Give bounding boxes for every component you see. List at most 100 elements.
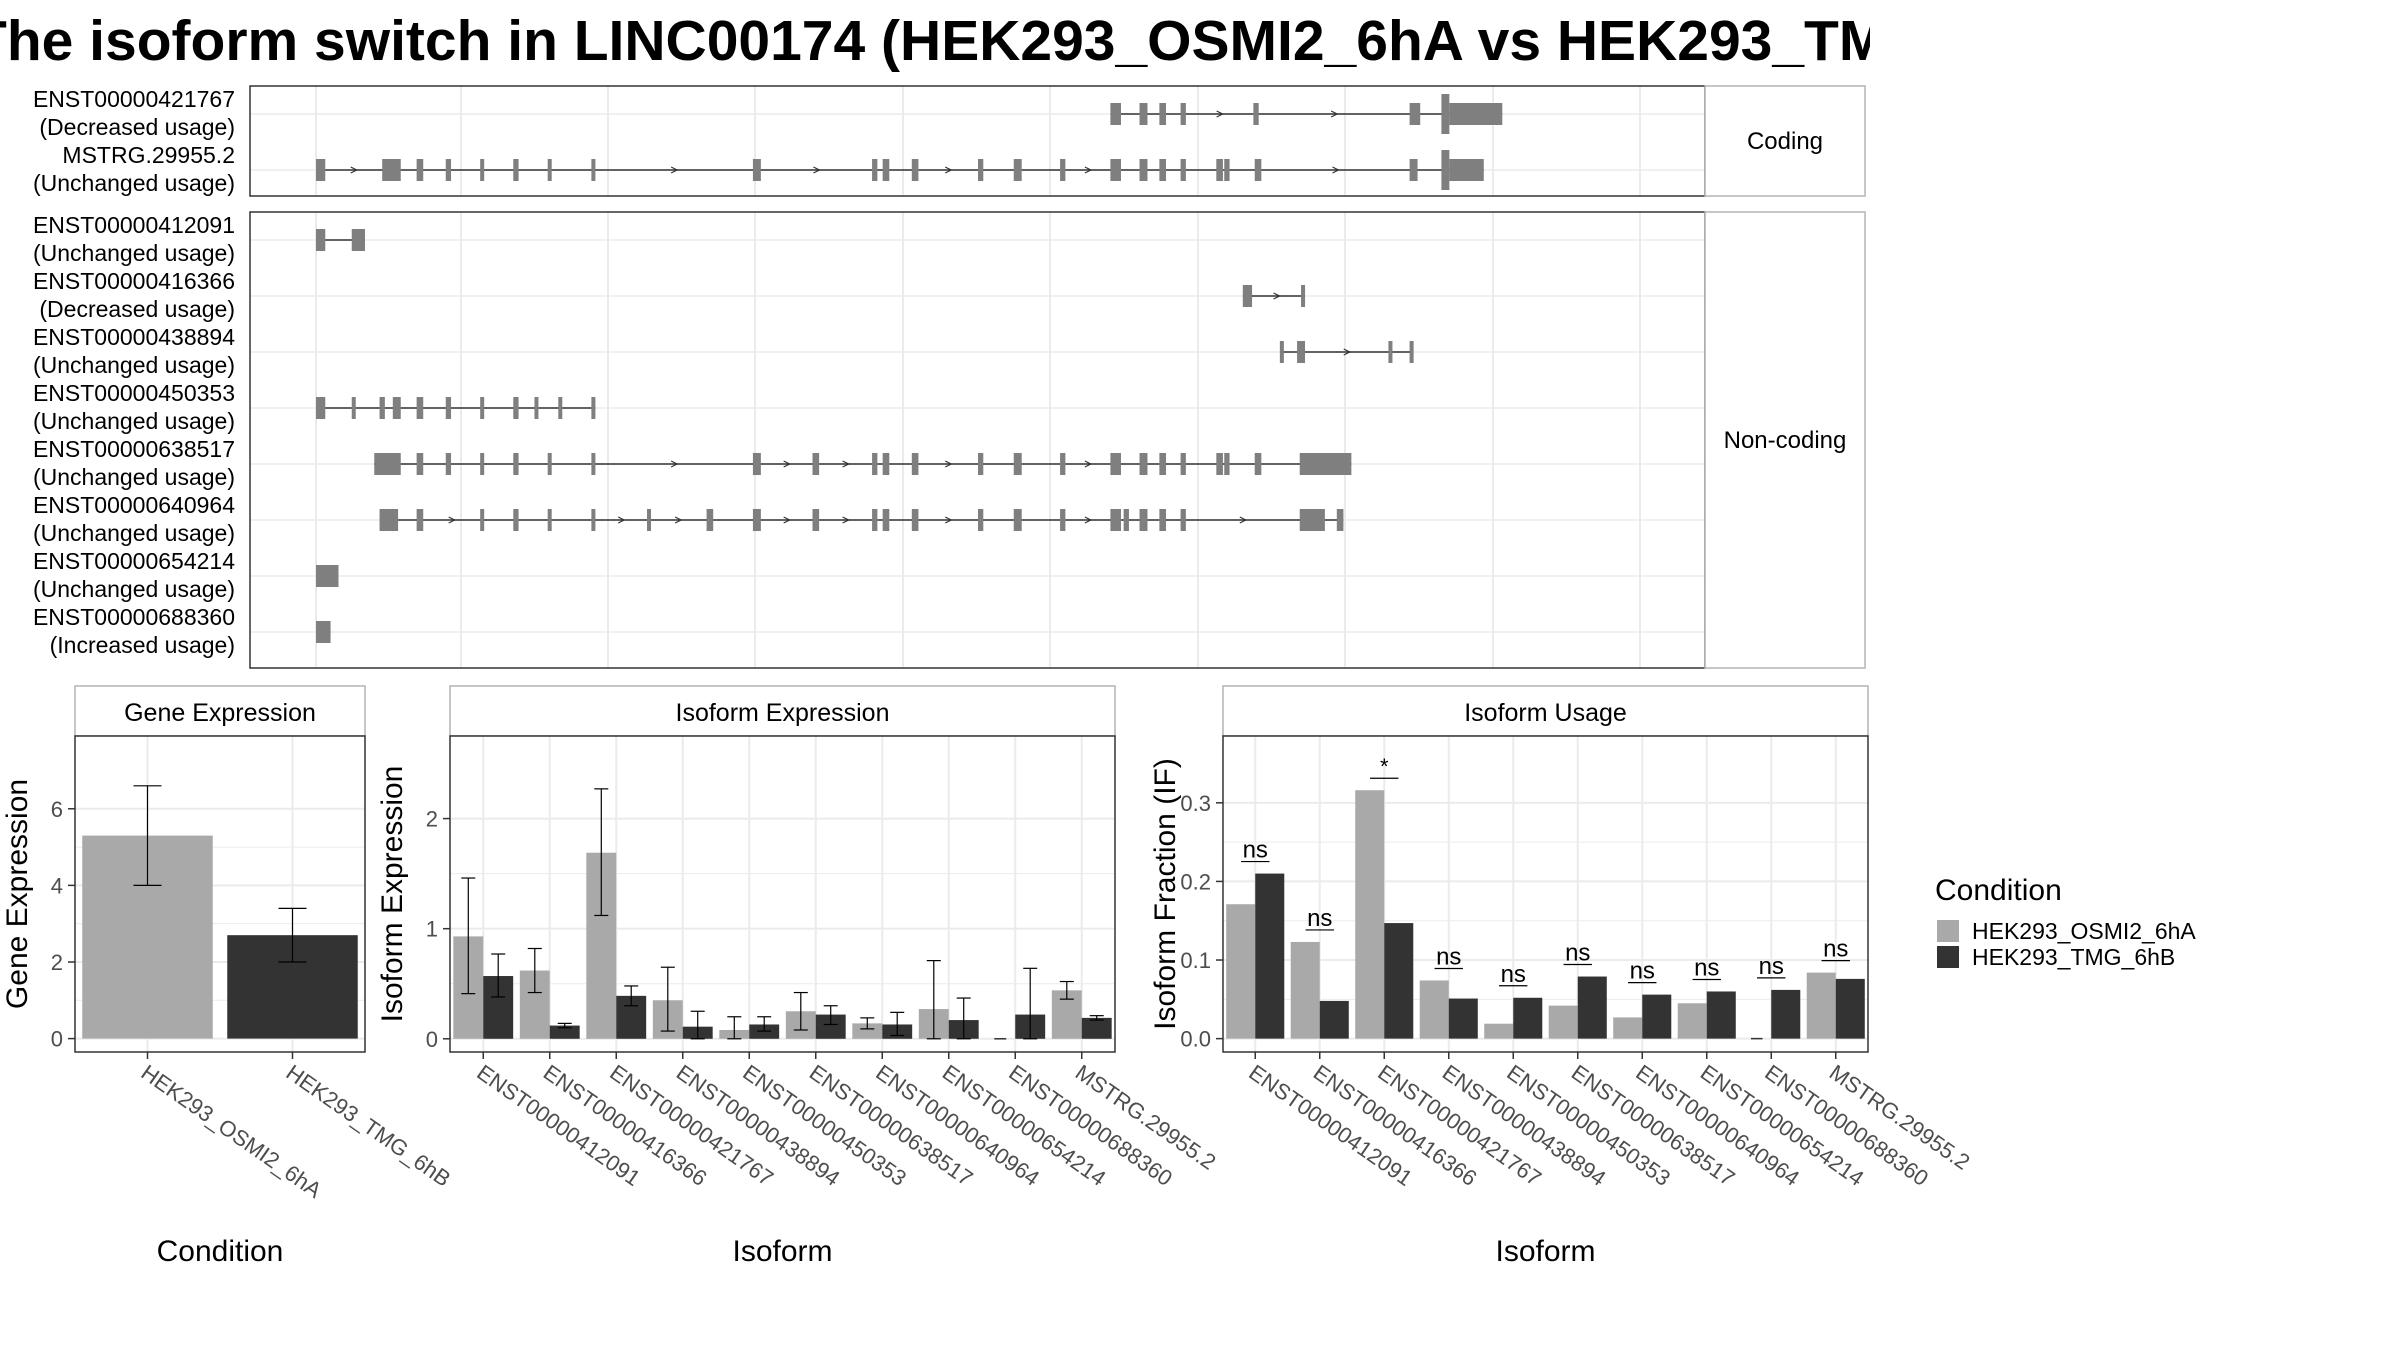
- transcript-usage-label: (Unchanged usage): [33, 170, 235, 196]
- exon-block: [978, 453, 984, 475]
- exon-block: [445, 453, 452, 475]
- bar-HEK293_TMG_6hB: [1577, 976, 1607, 1039]
- exon-block: [978, 509, 984, 531]
- exon-block: [1388, 341, 1393, 363]
- strand-arrow: [1084, 166, 1093, 174]
- y-tick-label: 0.2: [1180, 869, 1211, 894]
- transcript-usage-label: (Unchanged usage): [33, 520, 235, 546]
- transcript-usage-label: (Unchanged usage): [33, 464, 235, 490]
- exon-block: [547, 453, 552, 475]
- exon-block: [1297, 341, 1306, 363]
- strand-arrow: [1330, 110, 1339, 118]
- strand-arrow: [350, 166, 359, 174]
- exon-block: [591, 509, 596, 531]
- exon-block: [382, 159, 401, 181]
- legend-label: HEK293_OSMI2_6hA: [1972, 918, 2196, 944]
- exon-block: [1060, 453, 1066, 475]
- exon-block: [1224, 453, 1230, 475]
- transcript-id-label: ENST00000438894: [33, 324, 235, 350]
- exon-block: [480, 159, 485, 181]
- exon-block: [316, 621, 331, 643]
- panel-bg: [450, 736, 1115, 1052]
- y-axis-title: Isoform Fraction (IF): [1149, 758, 1182, 1030]
- exon-block: [1301, 285, 1306, 307]
- transcript-usage-label: (Decreased usage): [39, 296, 235, 322]
- transcript-id-label: MSTRG.29955.2: [62, 142, 235, 168]
- exon-block: [351, 397, 356, 419]
- exon-block: [1242, 285, 1253, 307]
- exon-block: [882, 453, 890, 475]
- strand-arrow: [1216, 110, 1224, 118]
- structure-panel-bg: [250, 212, 1705, 668]
- bar-HEK293_OSMI2_6hA: [1806, 972, 1836, 1039]
- significance-label: ns: [1823, 936, 1848, 963]
- strand-arrow: [1239, 516, 1248, 524]
- exon-block: [1336, 509, 1344, 531]
- exon-block: [379, 509, 399, 531]
- panel-border: [449, 735, 1116, 1053]
- exon-block: [1180, 103, 1186, 125]
- strand-arrow: [842, 516, 850, 524]
- bar-HEK293_TMG_6hB: [549, 1025, 580, 1039]
- exon-block: [513, 397, 519, 419]
- exon-block: [547, 509, 552, 531]
- exon-block: [1216, 159, 1223, 181]
- y-tick-label: 6: [51, 797, 63, 822]
- y-tick-label: 1: [426, 917, 438, 942]
- exon-block: [1441, 94, 1450, 134]
- exon-block: [316, 397, 326, 419]
- page-title: The isoform switch in LINC00174 (HEK293_…: [0, 9, 1870, 73]
- exon-block: [1159, 159, 1167, 181]
- exon-block: [882, 159, 890, 181]
- exon-block: [1110, 453, 1121, 475]
- bar-HEK293_TMG_6hB: [1081, 1017, 1112, 1039]
- panel-strip: [74, 685, 366, 737]
- exon-block: [911, 159, 919, 181]
- transcript-id-label: ENST00000640964: [33, 492, 235, 518]
- bar-HEK293_TMG_6hB: [1513, 997, 1543, 1039]
- exon-block: [1180, 453, 1186, 475]
- exon-block: [882, 509, 890, 531]
- exon-block: [978, 159, 984, 181]
- exon-block: [547, 159, 552, 181]
- strand-arrow: [1332, 166, 1340, 174]
- exon-block: [513, 159, 519, 181]
- exon-block: [1299, 509, 1325, 531]
- exon-block: [374, 453, 401, 475]
- y-tick-label: 2: [426, 807, 438, 832]
- exon-block: [1013, 453, 1022, 475]
- exon-block: [445, 159, 452, 181]
- strand-arrow: [944, 516, 953, 524]
- exon-block: [1139, 103, 1148, 125]
- bar-HEK293_OSMI2_6hA: [1355, 790, 1385, 1039]
- exon-block: [911, 453, 919, 475]
- exon-block: [1409, 103, 1421, 125]
- exon-block: [316, 229, 326, 251]
- exon-block: [1110, 509, 1121, 531]
- strand-arrow: [783, 460, 792, 468]
- strand-arrow: [944, 460, 953, 468]
- transcript-usage-label: (Unchanged usage): [33, 240, 235, 266]
- exon-block: [445, 397, 452, 419]
- x-axis-title: Condition: [157, 1235, 284, 1268]
- strand-arrow: [670, 166, 679, 174]
- transcript-usage-label: (Unchanged usage): [33, 576, 235, 602]
- exon-block: [872, 159, 878, 181]
- transcript-id-label: ENST00000654214: [33, 548, 235, 574]
- significance-label: ns: [1501, 961, 1526, 988]
- bar-HEK293_OSMI2_6hA: [1677, 1003, 1707, 1039]
- exon-block: [1449, 103, 1503, 125]
- transcript-id-label: ENST00000638517: [33, 436, 235, 462]
- strand-arrow: [1273, 292, 1281, 300]
- exon-block: [480, 397, 485, 419]
- exon-block: [416, 159, 424, 181]
- bar-HEK293_TMG_6hB: [1771, 989, 1801, 1039]
- exon-block: [379, 397, 385, 419]
- exon-block: [1159, 453, 1167, 475]
- strand-arrow: [813, 166, 821, 174]
- transcript-usage-label: (Unchanged usage): [33, 352, 235, 378]
- exon-block: [872, 453, 878, 475]
- transcript-usage-label: (Unchanged usage): [33, 408, 235, 434]
- exon-block: [1441, 150, 1450, 190]
